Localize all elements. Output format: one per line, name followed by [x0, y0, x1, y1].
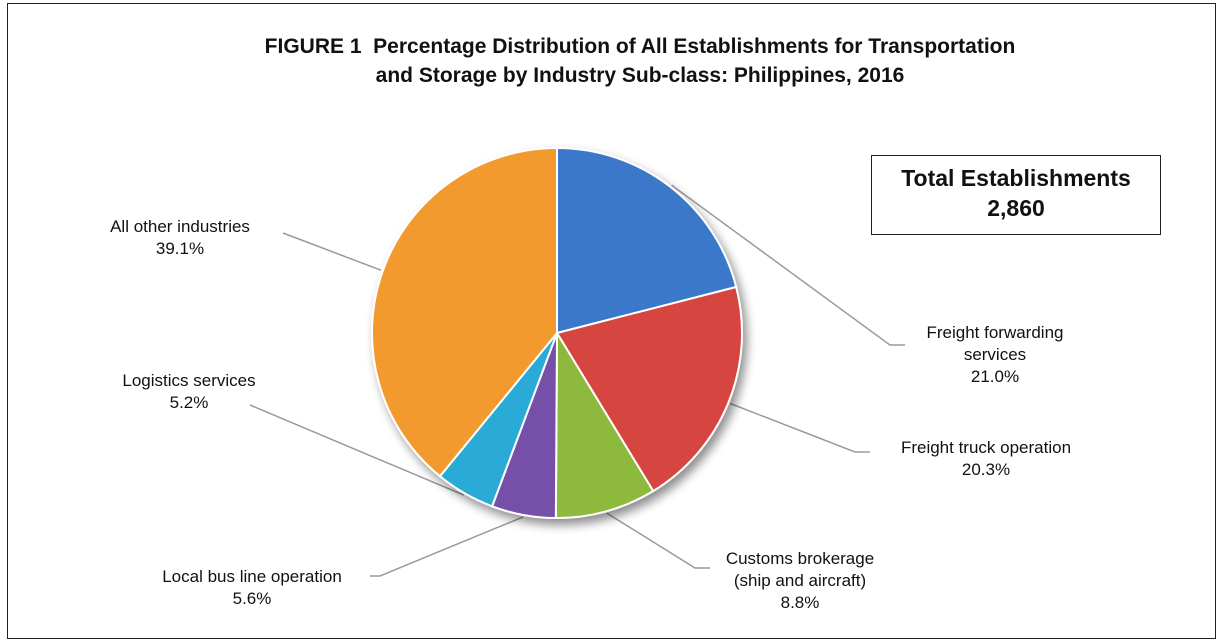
- label-logistics-name: Logistics services: [122, 371, 256, 390]
- label-all-other-name: All other industries: [110, 217, 250, 236]
- label-local-bus-value: 5.6%: [232, 589, 272, 608]
- leader-lines: [249, 184, 905, 577]
- label-freight-truck: Freight truck operation 20.3%: [866, 437, 1106, 481]
- slice-freight-forwarding: [556, 146, 738, 335]
- label-freight-truck-value: 20.3%: [961, 460, 1011, 479]
- label-freight-forwarding-value: 21.0%: [970, 367, 1020, 386]
- leader-line-customs-brokerage: [606, 512, 710, 569]
- label-freight-forwarding-name2: services: [963, 345, 1027, 364]
- leader-line-local-bus: [370, 516, 524, 577]
- label-freight-truck-name: Freight truck operation: [900, 438, 1072, 457]
- label-customs-brokerage-value: 8.8%: [780, 593, 820, 612]
- total-establishments-box: Total Establishments 2,860: [871, 155, 1161, 235]
- label-logistics-value: 5.2%: [169, 393, 209, 412]
- label-freight-forwarding: Freight forwarding services 21.0%: [905, 322, 1085, 388]
- leader-line-freight-truck: [729, 402, 870, 453]
- total-establishments-value: 2,860: [987, 195, 1045, 221]
- chart-title: FIGURE 1 Percentage Distribution of All …: [0, 32, 1225, 90]
- label-logistics: Logistics services 5.2%: [84, 370, 294, 414]
- label-customs-brokerage: Customs brokerage (ship and aircraft) 8.…: [700, 548, 900, 614]
- slice-all-other: [371, 146, 558, 478]
- slice-customs-brokerage: [554, 329, 655, 520]
- leader-line-logistics: [249, 404, 465, 496]
- total-establishments-label: Total Establishments: [901, 165, 1131, 191]
- label-customs-brokerage-name2: (ship and aircraft): [733, 571, 867, 590]
- label-local-bus-name: Local bus line operation: [162, 567, 342, 586]
- label-all-other: All other industries 39.1%: [70, 216, 290, 260]
- label-local-bus: Local bus line operation 5.6%: [128, 566, 376, 610]
- leader-line-all-other: [282, 232, 382, 271]
- chart-title-line1: FIGURE 1 Percentage Distribution of All …: [264, 35, 1016, 58]
- label-customs-brokerage-name1: Customs brokerage: [725, 549, 875, 568]
- pie-slices: [371, 146, 743, 520]
- label-all-other-value: 39.1%: [155, 239, 205, 258]
- slice-freight-truck: [555, 285, 743, 493]
- chart-title-line2: and Storage by Industry Sub-class: Phili…: [375, 64, 905, 87]
- label-freight-forwarding-name1: Freight forwarding: [926, 323, 1064, 342]
- leader-line-freight-forwarding: [671, 184, 905, 346]
